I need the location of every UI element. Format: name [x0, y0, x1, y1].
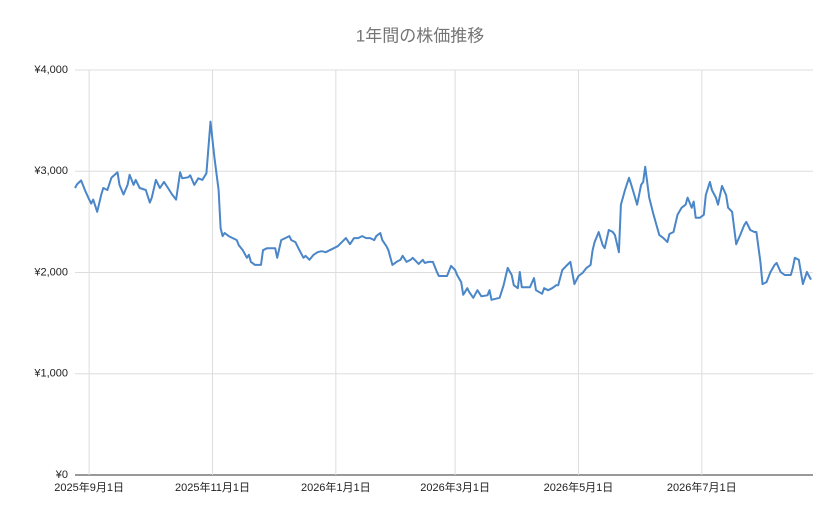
y-tick-label: ¥4,000	[33, 64, 68, 76]
y-tick-label: ¥3,000	[33, 165, 68, 177]
x-tick-label: 2025年11月1日	[175, 480, 250, 494]
x-tick-label: 2025年9月1日	[54, 480, 124, 494]
x-tick-label: 2026年1月1日	[301, 480, 371, 494]
price-line	[74, 120, 812, 301]
y-tick-label: ¥1,000	[33, 368, 68, 380]
y-tick-label: ¥0	[55, 469, 68, 481]
y-tick-label: ¥2,000	[33, 266, 68, 278]
chart-title: 1年間の株価推移	[356, 26, 484, 45]
x-tick-label: 2026年5月1日	[544, 480, 614, 494]
x-tick-label: 2026年7月1日	[667, 480, 737, 494]
x-tick-label: 2026年3月1日	[420, 480, 490, 494]
